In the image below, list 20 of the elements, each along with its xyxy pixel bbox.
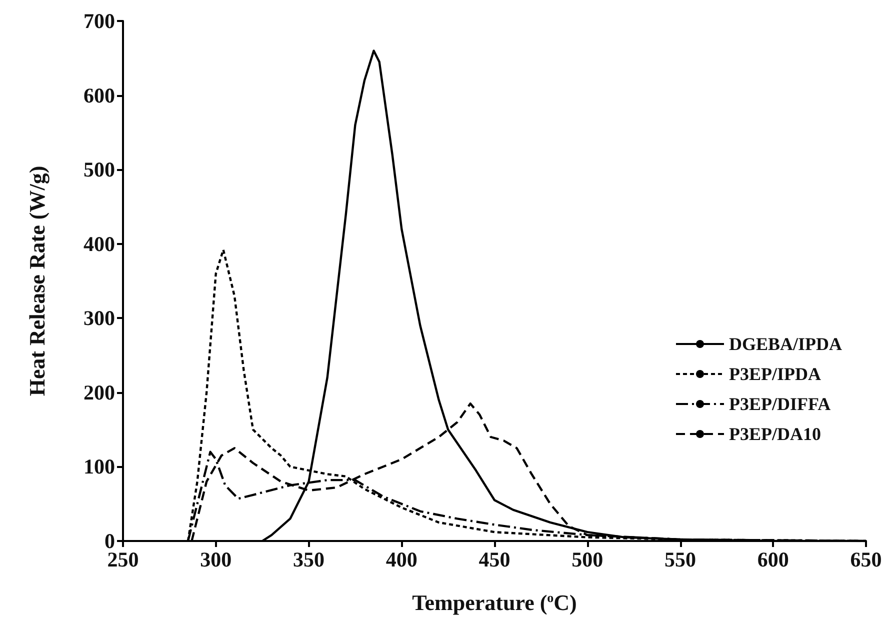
- x-tick-label: 400: [386, 548, 418, 572]
- x-tick-label: 550: [664, 548, 696, 572]
- y-tick-label: 600: [84, 83, 115, 108]
- y-tick-label: 400: [84, 232, 115, 256]
- y-tick-label: 500: [84, 158, 115, 182]
- y-tick-label: 100: [84, 454, 115, 479]
- x-tick-label: 500: [572, 548, 604, 572]
- legend-label: P3EP/DA10: [728, 424, 821, 444]
- y-tick-label: 200: [84, 380, 115, 404]
- y-tick-label: 700: [84, 9, 115, 33]
- x-tick-label: 300: [200, 548, 232, 572]
- legend-label: P3EP/IPDA: [728, 364, 821, 384]
- x-tick-label: 650: [850, 548, 882, 572]
- x-tick-label: 600: [757, 548, 789, 572]
- legend-label: DGEBA/IPDA: [728, 334, 842, 354]
- x-tick-label: 450: [478, 548, 510, 572]
- legend-label: P3EP/DIFFA: [728, 394, 831, 414]
- y-axis-title: Heat Release Rate (W/g): [24, 166, 50, 396]
- x-tick-label: 350: [293, 548, 324, 572]
- y-tick-label: 300: [84, 306, 115, 330]
